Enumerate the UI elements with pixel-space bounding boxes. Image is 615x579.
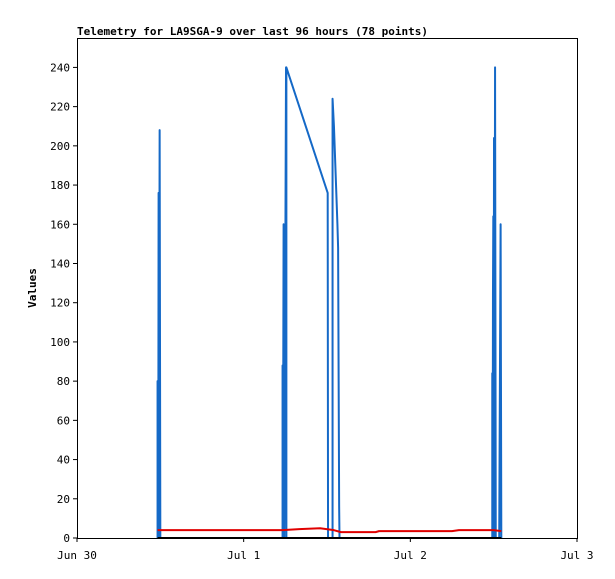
y-tick-label: 120 [50, 297, 70, 310]
y-axis-ticks: 0 20 40 60 80 100 120 140 160 180 200 220 240 [50, 61, 77, 545]
y-axis-label: Values [26, 268, 39, 308]
x-tick-label: Jun 30 [57, 549, 97, 562]
y-tick-label: 20 [57, 493, 70, 506]
y-tick-label: 240 [50, 61, 70, 74]
y-tick-label: 180 [50, 179, 70, 192]
y-tick-label: 200 [50, 140, 70, 153]
y-tick-label: 100 [50, 336, 70, 349]
y-tick-label: 160 [50, 218, 70, 231]
series-line-2 [157, 527, 502, 534]
y-tick-label: 80 [57, 375, 70, 388]
y-tick-label: 140 [50, 257, 70, 270]
x-axis-ticks: Jun 30 Jul 1 Jul 2 Jul 3 [57, 538, 594, 562]
x-tick-label: Jul 1 [227, 549, 260, 562]
chart-title: Telemetry for LA9SGA-9 over last 96 hour… [77, 25, 428, 38]
x-tick-label: Jul 3 [560, 549, 593, 562]
y-tick-label: 40 [57, 454, 70, 467]
y-tick-label: 60 [57, 414, 70, 427]
x-tick-label: Jul 2 [394, 549, 427, 562]
y-tick-label: 220 [50, 101, 70, 114]
plot-frame [77, 38, 578, 539]
y-tick-label: 0 [63, 532, 70, 545]
